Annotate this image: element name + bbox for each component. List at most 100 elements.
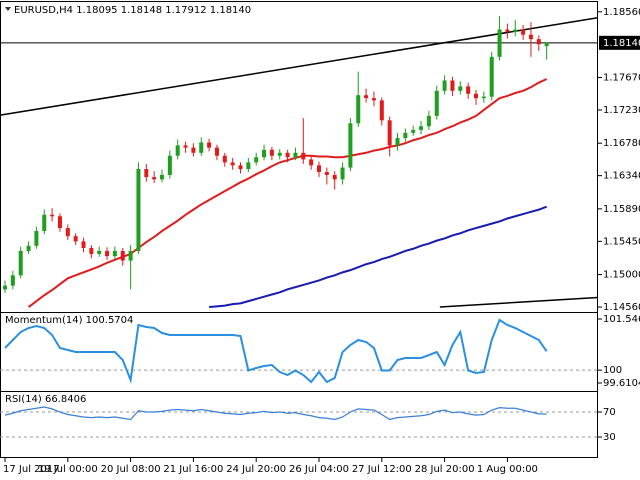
candle-body (309, 159, 314, 166)
candle-body (191, 147, 196, 153)
candle-body (379, 100, 384, 121)
y-tick-label: 1.17230 (603, 105, 640, 116)
candle-body (474, 93, 478, 99)
overlay: 1.18560 1.17670 1.17230 1.16780 1.16340 1.158… (0, 7, 640, 475)
y-tick-label: 1.17670 (603, 73, 640, 84)
candle-body (105, 250, 110, 257)
x-tick-label: 26 Jul 04:00 (289, 464, 349, 475)
candle-body (364, 95, 369, 99)
candle-body (419, 126, 424, 130)
candle-body (340, 167, 345, 180)
candle-body (230, 162, 235, 166)
candle-body (97, 250, 102, 254)
candle-body (528, 34, 533, 40)
candle-body (450, 80, 455, 91)
x-tick-label: 28 Jul 20:00 (415, 464, 475, 475)
y-tick-label: 1.18560 (603, 7, 640, 18)
candle-body (3, 285, 7, 290)
candle-body (167, 155, 172, 175)
candle-body (112, 250, 117, 257)
candle-body (34, 231, 39, 246)
candle-body (120, 250, 125, 261)
candle-body (26, 245, 31, 251)
candle-body (481, 96, 486, 99)
indicator-line (4, 318, 548, 384)
candle-body (544, 42, 549, 47)
candle-body (128, 250, 133, 261)
candle-body (356, 95, 361, 124)
chart-title: EURUSD,H4 1.18095 1.18148 1.17912 1.1814… (14, 5, 251, 16)
candle-body (152, 177, 157, 180)
candle-body (175, 145, 180, 156)
candle-body (403, 132, 408, 139)
trendline (439, 296, 598, 308)
last-price-box (599, 35, 640, 50)
x-tick-label: 27 Jul 12:00 (352, 464, 412, 475)
y-tick-label: 1.16340 (603, 171, 640, 182)
candle-body (136, 169, 141, 251)
candle-body (466, 86, 471, 94)
y-tick-label: 1.15000 (603, 270, 640, 281)
plot-frame (0, 1, 598, 458)
x-tick-label: 24 Jul 20:00 (226, 464, 286, 475)
x-tick-label: 17 Jul 2017 (3, 464, 60, 475)
candle-body (277, 152, 282, 156)
candle-body (395, 138, 400, 146)
y-tick-label: 100 (603, 365, 622, 376)
candle-body (262, 149, 267, 158)
y-tick-label: 1.16780 (603, 138, 640, 149)
candle-body (238, 165, 243, 170)
candle-body (324, 171, 329, 175)
candle-body (207, 142, 212, 148)
candle-body (81, 241, 86, 249)
candle-body (160, 174, 164, 180)
candle-body (57, 216, 62, 229)
candle-body (348, 123, 353, 168)
y-tick-label: 1.15890 (603, 204, 640, 215)
candle-body (214, 147, 219, 156)
candle-body (246, 162, 251, 170)
candle-body (199, 142, 204, 153)
candle-body (65, 228, 70, 237)
y-tick-label: 1.15450 (603, 236, 640, 247)
y-tick-label: 1.14560 (603, 302, 640, 313)
candle-body (434, 90, 439, 116)
candle-body (18, 250, 23, 276)
x-tick-label: 19 Jul 00:00 (38, 464, 98, 475)
x-tick-label: 1 Aug 00:00 (477, 464, 538, 475)
candle-body (521, 29, 526, 35)
candle-body (505, 29, 510, 32)
candle-body (489, 56, 494, 97)
candle-body (269, 149, 274, 156)
candle-body (513, 29, 518, 32)
candle-body (293, 152, 298, 158)
candle-body (387, 120, 392, 146)
candle-body (42, 214, 47, 232)
candle-body (301, 152, 306, 160)
last-price-label: 1.18140 (603, 38, 640, 49)
candle-body (254, 157, 259, 163)
y-tick-label: 30 (603, 432, 616, 443)
candle-body (50, 214, 55, 217)
candle-body (332, 174, 337, 180)
candle-body (497, 29, 502, 57)
indicator-line (4, 406, 547, 421)
candle-body (371, 98, 376, 101)
candle-body (426, 115, 431, 127)
candle-body (89, 248, 94, 254)
candle-body (183, 145, 188, 148)
candle-body (10, 275, 15, 286)
candle-body (285, 152, 290, 158)
candle-body (536, 39, 541, 45)
y-tick-label: 99.6104 (603, 378, 640, 389)
candle-body (73, 236, 78, 242)
y-tick-label: 101.5468 (603, 314, 640, 325)
x-tick-label: 21 Jul 16:00 (163, 464, 223, 475)
candle-body (442, 80, 447, 91)
x-tick-label: 20 Jul 08:00 (101, 464, 161, 475)
indicator-line (209, 205, 548, 309)
candle-body (458, 86, 463, 91)
main-plot (0, 16, 598, 309)
